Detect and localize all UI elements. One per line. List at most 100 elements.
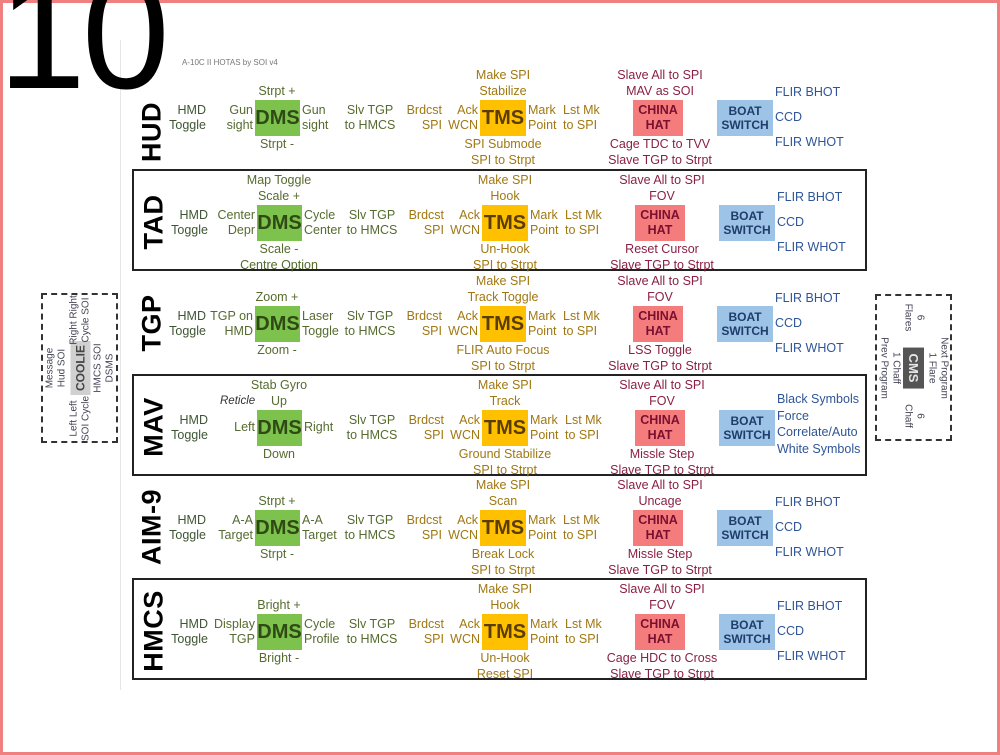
tms-button[interactable]: TMS <box>480 100 526 136</box>
china-hat-button[interactable]: CHINA HAT <box>635 614 685 650</box>
china-hat-down-label-line: LSS Toggle <box>628 343 692 357</box>
china-hat-up-label-line: FOV <box>649 188 675 203</box>
tms-up-label: Make SPI Stabilize <box>433 68 573 99</box>
dms-left-label: Display TGP <box>194 617 255 648</box>
slave-tgp-label: Slv TGP to HMCS <box>332 309 408 340</box>
boat-switch-button[interactable]: BOAT SWITCH <box>717 100 773 136</box>
broadcast-spi-label-line: SPI <box>421 324 442 338</box>
slave-tgp-label-line: Slv TGP <box>348 616 396 631</box>
dms-button[interactable]: DMS <box>255 306 300 342</box>
china-hat-up-label-line: Slave All to SPI <box>617 274 703 288</box>
boat-switch-option: CCD <box>775 520 803 534</box>
boat-switch-options: Black Symbols Force Correlate/Auto White Sy… <box>777 392 860 458</box>
hmd-toggle-label-line: Toggle <box>169 324 206 338</box>
dms-down-label-line: Zoom - <box>257 343 297 357</box>
tms-button[interactable]: TMS <box>482 410 528 446</box>
mark-point-label-line: Mark <box>528 308 556 323</box>
china-hat-button[interactable]: CHINA HAT <box>633 100 683 136</box>
boat-switch-button[interactable]: BOAT SWITCH <box>719 205 775 241</box>
tms-button[interactable]: TMS <box>480 510 526 546</box>
broadcast-spi-label-line: Brdcst <box>408 207 444 222</box>
china-hat-up-label: Slave All to SPI FOV <box>590 582 734 613</box>
mark-point-label-line: Mark <box>530 207 558 222</box>
dms-up-label: Map Toggle Scale + <box>219 173 339 204</box>
slave-tgp-label: Slv TGP to HMCS <box>332 103 408 134</box>
last-mark-to-spi-label-line: Lst Mk <box>563 102 600 117</box>
dms-down-label-line: Strpt - <box>259 547 295 561</box>
china-hat-up-label-line: FOV <box>649 393 675 408</box>
soi-row-aim-9: AIM-9 HMD Toggle A-A Target DMS A-A Target Strpt… <box>132 476 867 578</box>
dms-up-label: Bright + <box>219 598 339 614</box>
dms-left-label-line: TGP <box>229 632 255 646</box>
boat-switch-button[interactable]: BOAT SWITCH <box>717 306 773 342</box>
dms-down-label: Scale - Centre Option <box>219 242 339 273</box>
tms-down-label: Ground Stabilize SPI to Strpt <box>435 447 575 478</box>
tms-button[interactable]: TMS <box>480 306 526 342</box>
tms-down-label-line: SPI to Strpt <box>471 562 535 577</box>
dms-left-label-line: sight <box>226 118 253 132</box>
dms-button[interactable]: DMS <box>255 510 300 546</box>
dms-right-label: A-A Target <box>302 513 337 544</box>
ack-wcn-label-line: WCN <box>448 528 478 542</box>
dms-left-label-line: Display <box>214 616 255 631</box>
broadcast-spi-label-line: SPI <box>423 223 444 237</box>
mark-point-label: Mark Point <box>528 513 557 544</box>
ack-wcn-label: Ack WCN <box>438 513 478 544</box>
dms-button[interactable]: DMS <box>257 410 302 446</box>
boat-switch-button[interactable]: BOAT SWITCH <box>717 510 773 546</box>
china-hat-up-label: Slave All to SPI MAV as SOI <box>588 68 732 99</box>
dms-button[interactable]: DMS <box>255 100 300 136</box>
cms-button[interactable]: CMS <box>903 347 924 388</box>
boat-switch-option: Black Symbols <box>777 392 859 406</box>
mark-point-label-line: Point <box>530 223 559 237</box>
dms-up-label-line: Up <box>271 393 287 408</box>
dms-up-label-line: Map Toggle <box>246 173 312 187</box>
dms-right-label-line: sight <box>302 118 329 132</box>
boat-switch-option: Force <box>777 408 809 423</box>
dms-left-label-line: Center <box>217 207 255 222</box>
china-hat-down-label-line: Slave TGP to Strpt <box>608 358 712 373</box>
coolie-button[interactable]: COOLIE <box>69 340 90 396</box>
slave-tgp-label-line: to HMCS <box>346 632 398 646</box>
dms-right-label-line: A-A <box>302 512 323 527</box>
ack-wcn-label-line: WCN <box>450 428 480 442</box>
slave-tgp-label: Slv TGP to HMCS <box>332 513 408 544</box>
broadcast-spi-label: Brdcst SPI <box>394 617 444 648</box>
dms-up-label-line: Strpt + <box>258 493 296 508</box>
tms-down-label-line: Ground Stabilize <box>458 447 552 461</box>
broadcast-spi-label-line: Brdcst <box>408 412 444 427</box>
china-hat-up-label-line: Slave All to SPI <box>617 478 703 492</box>
dms-left-label-line: Depr <box>227 223 255 237</box>
china-hat-down-label-line: Slave TGP to Strpt <box>610 462 714 477</box>
hmd-toggle-label: HMD Toggle <box>162 413 208 444</box>
last-mark-to-spi-label-line: to SPI <box>563 528 598 542</box>
dms-left-label-line: A-A <box>232 512 253 527</box>
dms-button[interactable]: DMS <box>257 614 302 650</box>
china-hat-button[interactable]: CHINA HAT <box>635 410 685 446</box>
boat-switch-button[interactable]: BOAT SWITCH <box>719 614 775 650</box>
dms-button[interactable]: DMS <box>257 205 302 241</box>
tms-button[interactable]: TMS <box>482 205 528 241</box>
china-hat-button[interactable]: CHINA HAT <box>633 306 683 342</box>
coolie-down-label: HMCS SOI DSMS <box>92 343 115 393</box>
boat-switch-button[interactable]: BOAT SWITCH <box>719 410 775 446</box>
tms-button[interactable]: TMS <box>482 614 528 650</box>
ack-wcn-label-line: WCN <box>448 118 478 132</box>
boat-switch-option: FLIR WHOT <box>777 649 846 663</box>
last-mark-to-spi-label: Lst Mk to SPI <box>565 617 602 648</box>
tms-up-label-line: Make SPI <box>475 68 531 82</box>
slave-tgp-label: Slv TGP to HMCS <box>334 617 410 648</box>
boat-switch-options: FLIR BHOT CCD FLIR WHOT <box>775 85 844 160</box>
slave-tgp-label-line: to HMCS <box>344 118 396 132</box>
hmd-toggle-label-line: Toggle <box>169 528 206 542</box>
tms-down-label-line: Un-Hook <box>480 651 530 665</box>
ack-wcn-label: Ack WCN <box>440 208 480 239</box>
soi-row-hmcs: HMCS HMD Toggle Display TGP DMS Cycle Profile Br… <box>132 578 867 681</box>
hmd-toggle-label-line: Toggle <box>171 428 208 442</box>
last-mark-to-spi-label-line: Lst Mk <box>563 512 600 527</box>
china-hat-up-label-line: MAV as SOI <box>626 83 694 98</box>
china-hat-button[interactable]: CHINA HAT <box>635 205 685 241</box>
china-hat-button[interactable]: CHINA HAT <box>633 510 683 546</box>
soi-row-tgp: TGP HMD Toggle TGP on HMD DMS Laser Toggle Zoom … <box>132 272 867 374</box>
dms-right-label-line: Toggle <box>302 324 339 338</box>
